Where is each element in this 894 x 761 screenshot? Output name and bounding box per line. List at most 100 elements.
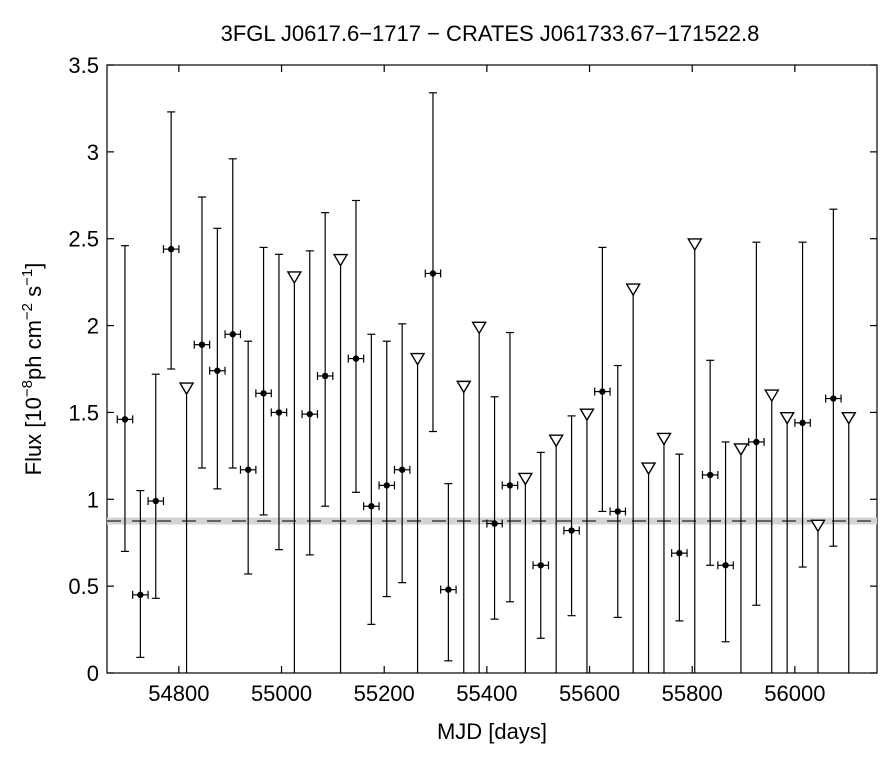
x-tick-label: 55400 [456, 681, 517, 706]
y-tick-label: 3.5 [68, 53, 99, 78]
data-point [424, 92, 442, 433]
data-point [316, 212, 334, 507]
data-point-marker [506, 482, 514, 489]
data-point-marker [383, 482, 390, 489]
data-point-marker [121, 416, 129, 423]
upper-limit [178, 382, 195, 673]
y-tick-label: 0.5 [68, 574, 99, 599]
upper-limit [286, 271, 303, 673]
upper-limit [579, 408, 595, 673]
upper-limit-triangle [687, 238, 703, 252]
upper-limit-triangle [517, 472, 534, 486]
data-point-marker [537, 562, 544, 569]
upper-limit [625, 283, 641, 673]
data-marks [116, 92, 857, 673]
data-point [717, 441, 734, 643]
data-point-marker [352, 355, 360, 362]
upper-limit [687, 238, 703, 673]
data-point-marker [275, 409, 283, 416]
upper-limit [656, 432, 672, 673]
upper-limit-triangle [178, 382, 195, 396]
data-point-marker [753, 438, 760, 446]
x-axis-label: MJD [days] [437, 719, 547, 744]
data-point-marker [368, 503, 375, 510]
axis-ticks: 54800 55000 55200 55400 55600 55800 56000 0 0.5 1… [68, 53, 877, 706]
upper-limit-triangle [579, 408, 595, 422]
upper-limit [517, 472, 534, 673]
y-tick-label: 2.5 [68, 227, 99, 252]
upper-limit [332, 253, 349, 673]
data-point [255, 246, 272, 516]
upper-limit-triangle [841, 411, 857, 426]
data-point-marker [260, 390, 267, 397]
data-point [532, 451, 550, 639]
data-point-marker [706, 471, 714, 479]
data-point [209, 227, 226, 490]
plot-frame [106, 64, 878, 674]
data-point [378, 340, 396, 598]
x-tick-label: 55200 [354, 681, 415, 706]
data-point-marker [321, 372, 329, 380]
data-point-marker [568, 527, 575, 534]
upper-limit-triangle [656, 432, 672, 446]
data-point [116, 245, 134, 553]
upper-limit [471, 321, 487, 673]
data-point [393, 323, 411, 584]
data-point-marker [214, 367, 221, 374]
upper-limit-triangle [286, 271, 303, 285]
data-point [486, 396, 503, 620]
y-tick-label: 1.5 [68, 400, 99, 425]
data-point [363, 333, 380, 625]
data-point [347, 199, 365, 493]
data-point-marker [244, 466, 252, 473]
upper-limit-triangle [548, 434, 564, 448]
data-point [162, 111, 180, 370]
x-tick-label: 55800 [662, 681, 723, 706]
chart-title: 3FGL J0617.6−1717 − CRATES J061733.67−17… [221, 21, 760, 46]
upper-limit-triangle [764, 389, 780, 403]
upper-limit-triangle [332, 253, 349, 267]
upper-limit-triangle [733, 443, 749, 457]
data-point-marker [198, 341, 206, 348]
upper-limit-triangle [625, 283, 641, 297]
upper-limit-triangle [409, 352, 426, 366]
data-point-marker [167, 245, 175, 253]
data-point-marker [599, 388, 606, 395]
data-point [224, 158, 242, 469]
data-point-marker [152, 497, 159, 505]
data-point-marker [229, 331, 236, 338]
data-point [193, 196, 211, 469]
upper-limit-triangle [810, 519, 826, 533]
data-point [440, 483, 457, 662]
data-point-marker [398, 466, 406, 473]
data-point [794, 241, 811, 568]
data-point-marker [491, 520, 498, 527]
data-point [132, 490, 149, 658]
data-point [594, 246, 611, 513]
upper-limit [409, 352, 426, 673]
y-tick-label: 3 [87, 140, 99, 165]
y-tick-label: 1 [87, 487, 99, 512]
data-point [301, 250, 319, 556]
x-tick-label: 56000 [764, 681, 825, 706]
data-point-marker [137, 591, 144, 599]
upper-limit [810, 519, 826, 673]
x-tick-label: 55000 [251, 681, 312, 706]
upper-limit [640, 462, 657, 673]
y-tick-label: 0 [87, 661, 99, 686]
data-point [671, 453, 688, 622]
upper-limit-triangle [640, 462, 657, 476]
data-point-marker [306, 410, 313, 418]
data-point-marker [445, 586, 452, 593]
y-axis-label: Flux [10−8ph cm−2 s−1] [19, 263, 46, 476]
data-point-marker [429, 270, 437, 277]
data-point [609, 364, 627, 619]
mean-flux-layer [107, 517, 877, 525]
x-tick-label: 54800 [148, 681, 209, 706]
upper-limit [733, 443, 749, 673]
data-point [563, 415, 580, 617]
plot-area: 54800 55000 55200 55400 55600 55800 56000 0 0.5 1… [68, 53, 878, 706]
x-tick-label: 55600 [559, 681, 620, 706]
upper-limit [548, 434, 564, 673]
